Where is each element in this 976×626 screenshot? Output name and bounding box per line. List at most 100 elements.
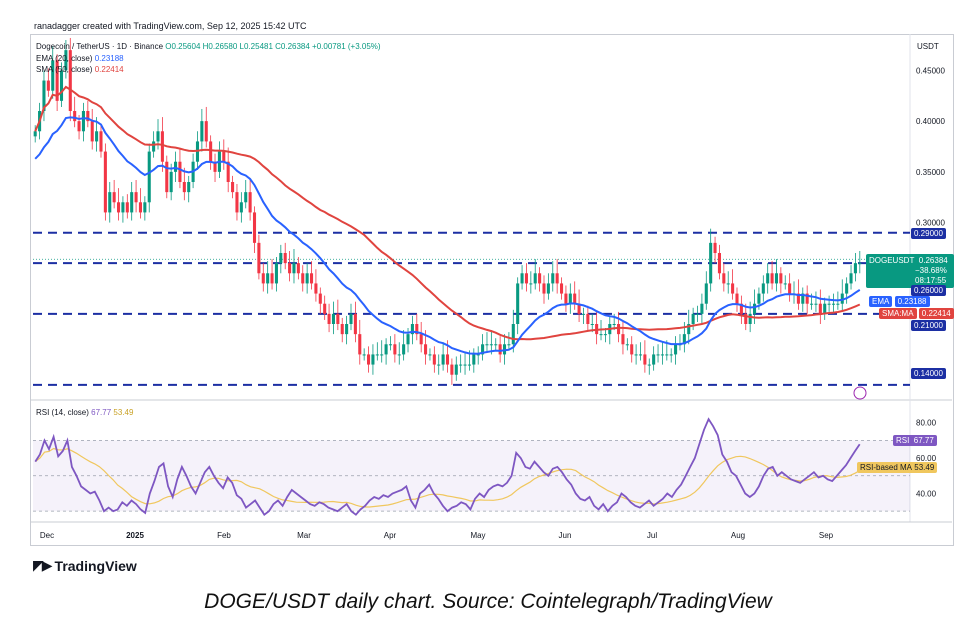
candle-body-71 xyxy=(345,324,349,335)
ema-tag: EMA 0.23188 xyxy=(866,296,933,307)
rsi-ma-legend-value: 53.49 xyxy=(113,408,134,417)
candle-body-160 xyxy=(735,293,739,304)
candle-body-145 xyxy=(669,354,673,356)
candle-body-171 xyxy=(783,283,787,285)
candle-body-8 xyxy=(68,50,72,111)
rsi-ma-tag-value: 53.49 xyxy=(914,463,935,472)
candle-body-48 xyxy=(244,192,248,203)
candle-body-53 xyxy=(266,273,270,284)
candle-body-156 xyxy=(717,253,721,274)
candle-body-167 xyxy=(766,273,770,284)
candle-body-101 xyxy=(476,354,480,356)
candle-body-144 xyxy=(665,354,669,356)
candle-body-50 xyxy=(252,212,257,243)
candle-body-179 xyxy=(818,303,822,314)
candle-body-109 xyxy=(511,324,515,345)
candle-body-76 xyxy=(367,354,371,365)
candle-body-27 xyxy=(152,141,156,152)
candle-body-158 xyxy=(726,283,730,285)
time-axis-tick-8: Aug xyxy=(731,531,745,540)
tradingview-brand: ◤▶ TradingView xyxy=(33,557,137,574)
candle-body-152 xyxy=(700,303,704,314)
candle-body-67 xyxy=(327,313,331,324)
candle-body-10 xyxy=(77,121,81,132)
candle-body-49 xyxy=(248,192,252,213)
candle-body-119 xyxy=(555,273,559,284)
candle-body-61 xyxy=(301,273,305,284)
candle-body-63 xyxy=(309,273,314,284)
candle-body-105 xyxy=(494,344,498,346)
candle-body-174 xyxy=(796,293,800,304)
candle-body-78 xyxy=(375,354,379,356)
candle-body-113 xyxy=(529,283,533,285)
candle-body-165 xyxy=(757,293,761,304)
candle-body-31 xyxy=(169,171,173,193)
candle-body-9 xyxy=(73,111,77,122)
candle-body-3 xyxy=(46,80,50,91)
candle-body-114 xyxy=(533,273,537,284)
chart-panel[interactable] xyxy=(30,34,954,546)
figure-caption: DOGE/USDT daily chart. Source: Cointeleg… xyxy=(204,590,772,613)
candle-body-149 xyxy=(687,324,691,335)
currency-label: USDT xyxy=(917,42,939,51)
candle-body-73 xyxy=(353,313,357,335)
sma-tag: SMA:MA 0.22414 xyxy=(876,308,957,319)
candle-body-103 xyxy=(485,344,489,346)
candle-body-45 xyxy=(231,182,235,193)
ema-legend-label: EMA (20, close) xyxy=(36,53,93,63)
candle-body-89 xyxy=(424,344,428,355)
sma-legend-value: 0.22414 xyxy=(94,65,124,74)
candle-body-20 xyxy=(121,202,125,213)
candle-body-57 xyxy=(283,253,287,264)
candle-body-29 xyxy=(160,131,164,162)
candle-body-139 xyxy=(643,354,647,365)
candle-body-122 xyxy=(568,293,572,304)
candle-body-146 xyxy=(674,344,678,355)
candle-body-97 xyxy=(459,364,463,366)
candle-body-65 xyxy=(318,293,322,304)
ema-legend-value: 0.23188 xyxy=(94,53,124,63)
candle-body-170 xyxy=(779,273,783,284)
time-axis-tick-1: 2025 xyxy=(126,531,144,540)
time-axis-tick-9: Sep xyxy=(819,531,834,540)
candle-body-178 xyxy=(814,303,818,305)
candle-body-162 xyxy=(744,313,748,324)
candle-body-125 xyxy=(581,313,586,315)
level-tag-026: 0.26000 xyxy=(911,285,946,296)
candle-body-90 xyxy=(428,354,432,356)
rsi-legend: RSI (14, close) 67.77 53.49 xyxy=(36,408,133,417)
candle-body-148 xyxy=(682,334,686,345)
candle-body-118 xyxy=(551,273,555,284)
candle-body-166 xyxy=(761,283,765,294)
candle-body-120 xyxy=(560,283,564,294)
candle-body-24 xyxy=(138,202,142,213)
symbol-title: Dogecoin / TetherUS · 1D · Binance xyxy=(36,42,164,51)
candle-body-98 xyxy=(463,364,467,366)
candle-body-84 xyxy=(402,344,406,355)
candle-body-180 xyxy=(823,303,827,314)
candle-body-18 xyxy=(112,192,116,203)
candle-body-82 xyxy=(393,344,397,355)
level-tag-014: 0.14000 xyxy=(911,368,946,379)
candle-body-44 xyxy=(226,161,230,182)
candle-body-168 xyxy=(770,273,774,284)
rsi-tag-value: 67.77 xyxy=(913,436,934,445)
candle-body-169 xyxy=(774,273,779,284)
time-axis-tick-3: Mar xyxy=(297,531,311,540)
candle-body-183 xyxy=(836,303,840,305)
candle-body-92 xyxy=(437,364,441,366)
candle-body-62 xyxy=(305,273,309,284)
candle-body-66 xyxy=(323,303,327,314)
rsi-tag: RSI 67.77 xyxy=(893,435,937,446)
candle-body-17 xyxy=(108,192,112,213)
candle-body-41 xyxy=(213,161,217,172)
chart-legend: Dogecoin / TetherUS · 1D · Binance O0.25… xyxy=(36,41,381,76)
tradingview-logo-icon: ◤▶ xyxy=(33,557,52,573)
candle-body-116 xyxy=(542,283,546,294)
candle-body-93 xyxy=(441,354,445,365)
candle-body-0 xyxy=(33,131,37,137)
candle-body-163 xyxy=(748,313,752,324)
candle-body-6 xyxy=(59,70,64,101)
time-axis-tick-4: Apr xyxy=(384,531,397,540)
